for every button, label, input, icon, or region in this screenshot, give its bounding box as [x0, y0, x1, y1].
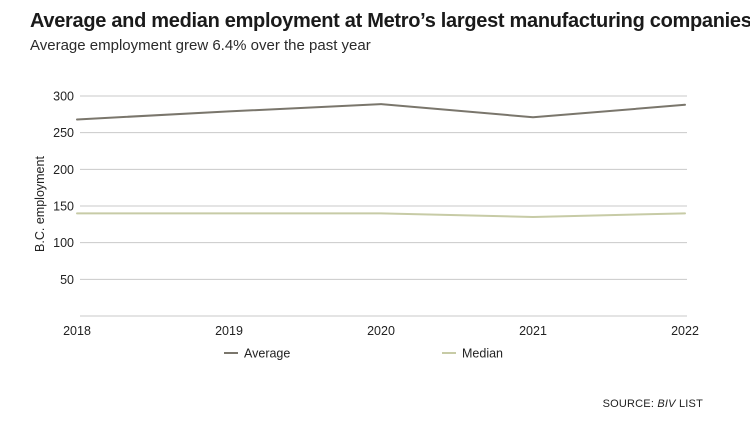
- y-tick-label: 300: [53, 90, 74, 104]
- x-tick-label: 2022: [671, 324, 699, 338]
- x-tick-label: 2020: [367, 324, 395, 338]
- source-name: BIV: [657, 398, 676, 410]
- x-tick-label: 2021: [519, 324, 547, 338]
- x-axis-ticks: 2018 2019 2020 2021 2022: [63, 324, 699, 338]
- source-credit: SOURCE: BIV LIST: [603, 398, 703, 410]
- y-tick-label: 150: [53, 200, 74, 214]
- legend-label-average: Average: [244, 347, 290, 361]
- x-tick-label: 2019: [215, 324, 243, 338]
- source-suffix: LIST: [675, 398, 703, 410]
- y-tick-label: 200: [53, 163, 74, 177]
- chart-title: Average and median employment at Metro’s…: [30, 10, 750, 32]
- legend-label-median: Median: [462, 347, 503, 361]
- chart-subtitle: Average employment grew 6.4% over the pa…: [30, 37, 371, 54]
- series-lines: [76, 103, 686, 218]
- source-prefix: SOURCE:: [602, 398, 658, 410]
- y-axis-title: B.C. employment: [33, 156, 47, 252]
- y-axis-ticks: 50 100 150 200 250 300: [53, 90, 74, 287]
- x-tick-label: 2018: [63, 324, 91, 338]
- y-tick-label: 100: [53, 236, 74, 250]
- series-line-median: [76, 212, 686, 218]
- gridlines: [80, 95, 687, 317]
- y-tick-label: 250: [53, 126, 74, 140]
- series-line-average: [76, 103, 686, 121]
- y-tick-label: 50: [60, 273, 74, 287]
- legend: Average Median: [224, 347, 503, 361]
